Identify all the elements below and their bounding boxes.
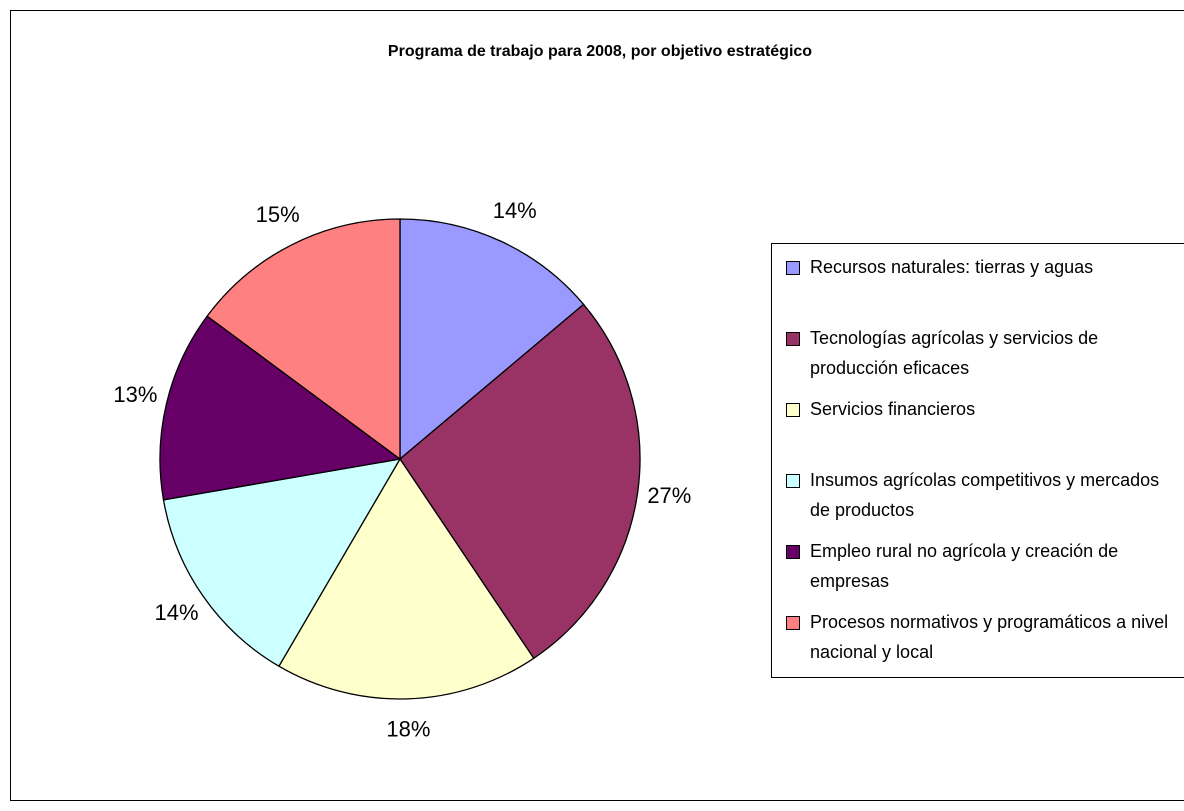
legend-item: Insumos agrícolas competitivos y mercado…: [786, 465, 1170, 525]
chart-title: Programa de trabajo para 2008, por objet…: [388, 43, 812, 60]
legend-swatch: [786, 545, 800, 559]
pie-slice: [399, 218, 585, 461]
pie-slice: [278, 457, 535, 700]
data-label: 14%: [154, 600, 198, 625]
legend-item: Recursos naturales: tierras y aguas: [786, 252, 1170, 282]
data-label: 13%: [113, 382, 157, 407]
legend-swatch: [786, 261, 800, 275]
legend-item: Empleo rural no agrícola y creación de e…: [786, 536, 1170, 596]
data-label: 15%: [256, 202, 300, 227]
legend-swatch: [786, 403, 800, 417]
pie-slice: [159, 315, 402, 501]
legend-label: Tecnologías agrícolas y servicios de pro…: [810, 328, 1099, 378]
legend-label: Servicios financieros: [810, 399, 976, 419]
legend-label: Empleo rural no agrícola y creación de e…: [810, 541, 1119, 591]
pie-slice: [206, 218, 401, 461]
legend-item: Procesos normativos y programáticos a ni…: [786, 607, 1170, 667]
legend-item: Tecnologías agrícolas y servicios de pro…: [786, 323, 1170, 383]
legend-swatch: [786, 616, 800, 630]
legend-label: Recursos naturales: tierras y aguas: [810, 257, 1094, 277]
data-label: 18%: [386, 717, 430, 742]
legend-item: Servicios financieros: [786, 394, 1170, 424]
pie-slice: [162, 458, 402, 668]
data-label: 14%: [493, 198, 537, 223]
data-label: 27%: [647, 483, 691, 508]
legend: Recursos naturales: tierras y aguas Tecno…: [771, 243, 1184, 678]
pie-slice: [399, 303, 641, 660]
legend-label: Insumos agrícolas competitivos y mercado…: [810, 470, 1160, 520]
legend-swatch: [786, 474, 800, 488]
legend-swatch: [786, 332, 800, 346]
legend-label: Procesos normativos y programáticos a ni…: [810, 612, 1169, 662]
